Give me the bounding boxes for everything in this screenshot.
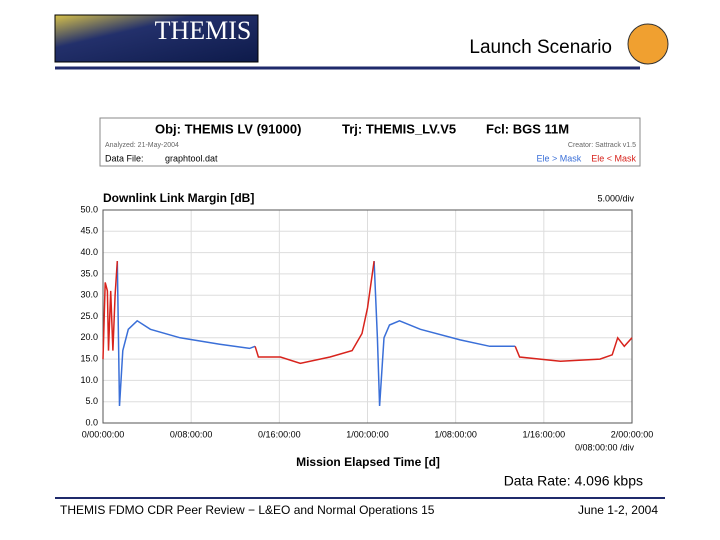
creator: Creator: Sattrack v1.5	[568, 142, 636, 149]
series-line	[102, 260, 633, 365]
y-tick-label: 20.0	[80, 332, 98, 342]
x-tick-label: 0/00:00:00	[82, 429, 125, 439]
data-file: graphtool.dat	[165, 153, 218, 163]
data-rate: Data Rate: 4.096 kbps	[504, 473, 643, 489]
trajectory: Trj: THEMIS_LV.V5	[342, 121, 456, 136]
y-tick-label: 0.0	[85, 417, 98, 427]
y-tick-label: 15.0	[80, 353, 98, 363]
data-file-label: Data File:	[105, 153, 144, 163]
y-tick-label: 50.0	[80, 204, 98, 214]
x-div: 0/08:00:00 /div	[575, 442, 635, 452]
y-tick-label: 45.0	[80, 226, 98, 236]
x-tick-label: 0/08:00:00	[170, 429, 213, 439]
mascot	[627, 23, 669, 65]
x-tick-label: 2/00:00:00	[611, 429, 654, 439]
y-tick-label: 40.0	[80, 247, 98, 257]
logo	[54, 14, 259, 63]
legend-entry: Ele < Mask	[591, 153, 636, 163]
y-tick-label: 35.0	[80, 268, 98, 278]
x-tick-label: 1/08:00:00	[434, 429, 477, 439]
analyzed: Analyzed: 21-May-2004	[105, 142, 179, 149]
legend: Ele < Mask Ele > Mask	[536, 153, 636, 163]
footer-left: THEMIS FDMO CDR Peer Review − L&EO and N…	[60, 503, 435, 517]
y-tick-label: 25.0	[80, 311, 98, 321]
y-div: 5.000/div	[597, 193, 634, 203]
plot-frame	[102, 209, 633, 424]
footer-right: June 1-2, 2004	[578, 503, 658, 517]
x-tick-label: 1/16:00:00	[523, 429, 566, 439]
object: Obj: THEMIS LV (91000)	[155, 121, 301, 136]
y-tick-label: 5.0	[85, 396, 98, 406]
x-tick-label: 0/16:00:00	[258, 429, 301, 439]
facility: Fcl: BGS 11M	[486, 121, 569, 136]
slide-title: Launch Scenario	[469, 37, 612, 58]
y-tick-label: 10.0	[80, 375, 98, 385]
chart-title: Downlink Link Margin [dB]	[103, 191, 254, 205]
legend-entry: Ele > Mask	[536, 153, 581, 163]
x-tick-label: 1/00:00:00	[346, 429, 389, 439]
y-tick-label: 30.0	[80, 290, 98, 300]
x-axis-label: Mission Elapsed Time [d]	[296, 455, 440, 469]
chart-header	[99, 117, 641, 167]
logo-text: THEMIS	[155, 16, 252, 45]
series-line	[116, 261, 516, 407]
